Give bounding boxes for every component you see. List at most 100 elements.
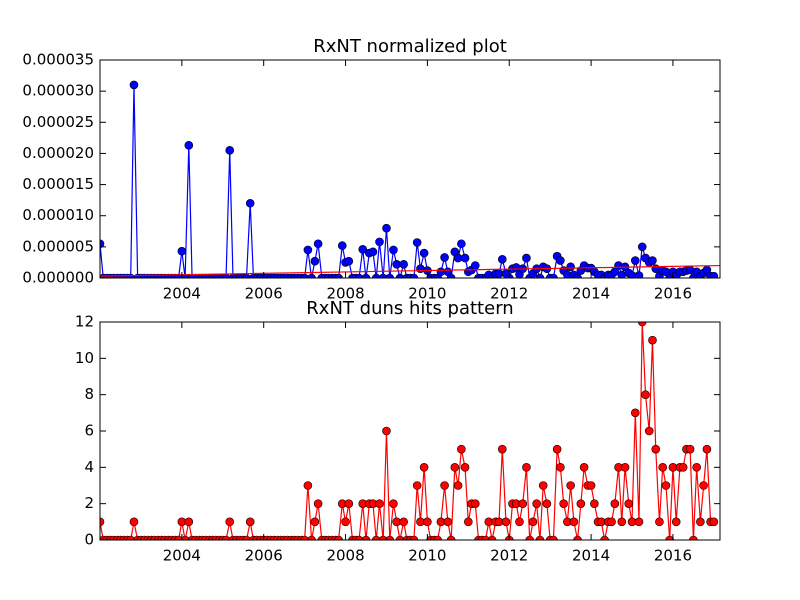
y-tick-label: 6 [84, 422, 94, 440]
data-point [300, 273, 309, 278]
data-point [542, 499, 552, 508]
data-point [419, 463, 429, 472]
data-point [522, 463, 531, 472]
data-point [655, 517, 664, 527]
x-tick-label: 2016 [654, 285, 692, 303]
data-point [566, 262, 575, 272]
data-point [549, 535, 558, 540]
data-point [457, 239, 466, 249]
data-point [334, 535, 343, 540]
data-point [382, 426, 391, 436]
data-point [344, 499, 354, 508]
data-point [245, 517, 255, 527]
data-point [590, 499, 599, 508]
data-point [487, 535, 497, 540]
x-tick-label: 2006 [245, 547, 283, 565]
data-point [634, 271, 644, 278]
data-point [678, 463, 688, 472]
data-point [395, 273, 405, 278]
data-point [453, 481, 463, 490]
data-point [337, 241, 347, 250]
x-tick-label: 2012 [490, 285, 528, 303]
data-point [702, 444, 712, 454]
data-point [344, 256, 354, 266]
data-point [358, 245, 368, 254]
data-point [658, 463, 668, 472]
y-tick-label: 0.000000 [22, 269, 94, 287]
data-point [334, 273, 343, 278]
data-point [184, 141, 194, 150]
data-point [399, 517, 408, 527]
data-point [634, 517, 644, 527]
data-point [566, 481, 575, 490]
data-point [303, 245, 313, 255]
data-point [313, 499, 323, 508]
data-point [709, 271, 719, 278]
data-point [559, 499, 568, 508]
data-point [637, 242, 647, 252]
axes-frame [99, 59, 721, 279]
x-tick-label: 2012 [490, 547, 528, 565]
data-point [556, 256, 565, 265]
data-point [375, 499, 384, 508]
data-point [651, 444, 661, 454]
data-point [443, 517, 453, 527]
data-point [535, 273, 545, 278]
data-point [389, 499, 398, 508]
data-point [446, 535, 456, 540]
x-tick-label: 2006 [245, 285, 283, 303]
x-tick-label: 2014 [572, 547, 610, 565]
data-point [457, 444, 466, 454]
x-tick-label: 2004 [163, 547, 201, 565]
data-point [637, 322, 647, 327]
data-point [630, 408, 640, 418]
data-point [525, 535, 535, 540]
data-point [129, 517, 139, 527]
data-point [382, 223, 391, 233]
y-tick-label: 10 [75, 349, 94, 367]
data-point [378, 273, 388, 278]
data-point [556, 463, 565, 472]
y-tick-label: 12 [75, 313, 94, 331]
chart-title: RxNT normalized plot [313, 36, 507, 57]
data-point [399, 259, 408, 269]
data-point [300, 535, 309, 540]
data-point [470, 499, 480, 508]
data-point [412, 481, 422, 490]
data-point [221, 535, 231, 540]
data-point [579, 463, 589, 472]
data-point [648, 335, 657, 345]
data-point [464, 517, 473, 527]
data-point [535, 535, 545, 540]
data-point [709, 517, 719, 527]
data-point [385, 535, 395, 540]
data-point [184, 517, 194, 527]
data-point [310, 517, 320, 527]
data-point [644, 426, 654, 436]
data-point [440, 253, 449, 262]
data-point [412, 238, 422, 247]
x-tick-label: 2014 [572, 285, 610, 303]
data-point [648, 256, 657, 265]
y-tick-label: 4 [84, 458, 94, 476]
plot-area [100, 60, 720, 278]
y-tick-label: 0.000010 [22, 206, 94, 224]
data-point [307, 273, 316, 278]
data-point [610, 499, 620, 508]
data-point [470, 261, 480, 270]
data-point [180, 535, 190, 540]
data-point [174, 535, 183, 540]
data-point [313, 239, 323, 249]
data-point [129, 80, 139, 90]
x-tick-label: 2010 [408, 547, 446, 565]
data-point [100, 239, 105, 249]
data-point [497, 444, 507, 454]
data-point [661, 481, 671, 490]
chart-title: RxNT duns hits pattern [306, 298, 513, 319]
x-tick-label: 2016 [654, 547, 692, 565]
data-point [225, 517, 235, 527]
data-point [696, 517, 705, 527]
data-point [630, 256, 640, 265]
data-point [419, 248, 429, 258]
data-point [409, 535, 419, 540]
